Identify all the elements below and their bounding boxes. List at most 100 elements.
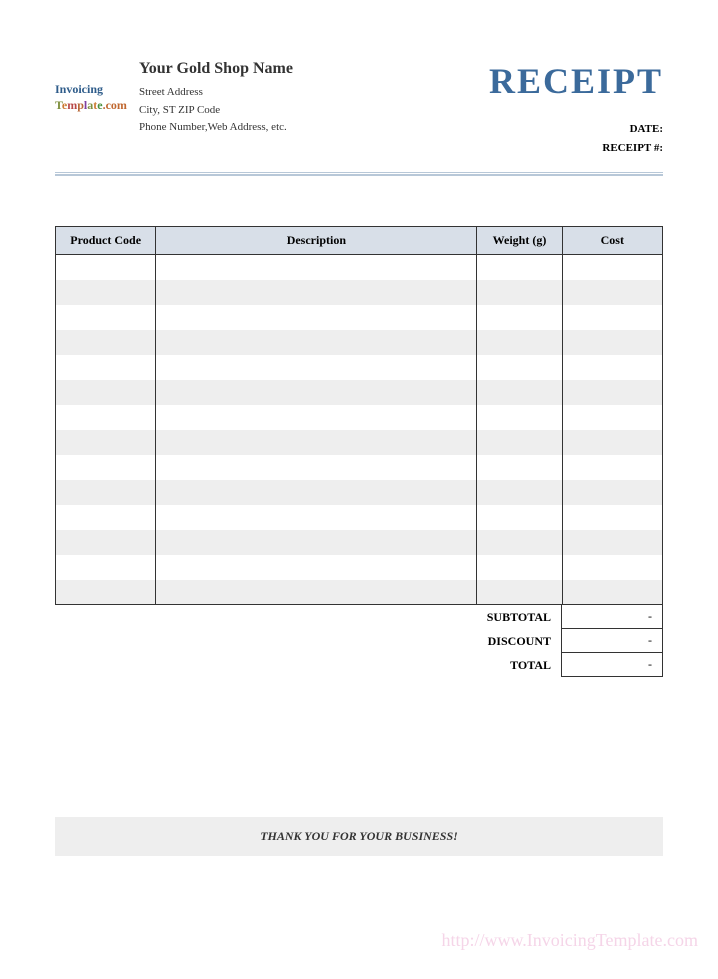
table-cell xyxy=(562,405,662,430)
header-divider xyxy=(55,172,663,176)
table-row xyxy=(56,255,663,280)
header-right: RECEIPT DATE: RECEIPT #: xyxy=(489,60,663,157)
table-cell xyxy=(156,405,477,430)
table-row xyxy=(56,305,663,330)
discount-label: DISCOUNT xyxy=(488,630,561,653)
table-cell xyxy=(56,555,156,580)
discount-row: DISCOUNT - xyxy=(55,629,663,653)
table-row xyxy=(56,430,663,455)
table-cell xyxy=(56,505,156,530)
receipt-header: Invoicing Template.com Your Gold Shop Na… xyxy=(55,60,663,157)
table-cell xyxy=(56,530,156,555)
meta-labels: DATE: RECEIPT #: xyxy=(489,120,663,157)
table-cell xyxy=(156,280,477,305)
table-cell xyxy=(477,380,562,405)
table-row xyxy=(56,405,663,430)
table-cell xyxy=(156,480,477,505)
table-cell xyxy=(477,305,562,330)
table-cell xyxy=(156,580,477,605)
table-cell xyxy=(477,330,562,355)
table-cell xyxy=(477,255,562,280)
items-table: Product Code Description Weight (g) Cost xyxy=(55,226,663,605)
totals-block: SUBTOTAL - DISCOUNT - TOTAL - xyxy=(55,605,663,677)
table-cell xyxy=(562,430,662,455)
table-cell xyxy=(562,330,662,355)
table-row xyxy=(56,580,663,605)
shop-address-1: Street Address xyxy=(139,84,489,102)
thank-you-footer: THANK YOU FOR YOUR BUSINESS! xyxy=(55,817,663,856)
table-cell xyxy=(56,280,156,305)
table-cell xyxy=(156,455,477,480)
receipt-title: RECEIPT xyxy=(489,60,663,102)
table-row xyxy=(56,555,663,580)
table-cell xyxy=(477,530,562,555)
table-cell xyxy=(477,505,562,530)
col-header-cost: Cost xyxy=(562,227,662,255)
table-row xyxy=(56,380,663,405)
table-cell xyxy=(562,555,662,580)
table-row xyxy=(56,505,663,530)
table-cell xyxy=(156,555,477,580)
total-value: - xyxy=(561,653,663,677)
table-cell xyxy=(562,380,662,405)
table-cell xyxy=(56,355,156,380)
table-cell xyxy=(56,430,156,455)
subtotal-label: SUBTOTAL xyxy=(487,606,561,629)
table-cell xyxy=(562,305,662,330)
total-label: TOTAL xyxy=(510,654,561,677)
shop-name: Your Gold Shop Name xyxy=(139,60,489,78)
table-cell xyxy=(477,405,562,430)
table-cell xyxy=(562,455,662,480)
table-cell xyxy=(477,580,562,605)
table-cell xyxy=(562,480,662,505)
table-cell xyxy=(156,530,477,555)
table-cell xyxy=(156,380,477,405)
subtotal-row: SUBTOTAL - xyxy=(55,605,663,629)
shop-address-3: Phone Number,Web Address, etc. xyxy=(139,119,489,137)
watermark: http://www.InvoicingTemplate.com xyxy=(441,930,698,951)
shop-address-2: City, ST ZIP Code xyxy=(139,102,489,120)
total-row: TOTAL - xyxy=(55,653,663,677)
table-cell xyxy=(56,580,156,605)
table-cell xyxy=(477,355,562,380)
logo-line1: Invoicing xyxy=(55,82,135,98)
table-cell xyxy=(56,255,156,280)
table-cell xyxy=(56,480,156,505)
table-row xyxy=(56,280,663,305)
table-row xyxy=(56,480,663,505)
table-cell xyxy=(56,330,156,355)
table-cell xyxy=(562,355,662,380)
table-cell xyxy=(156,330,477,355)
table-cell xyxy=(562,255,662,280)
logo-line2: Template.com xyxy=(55,98,135,114)
table-cell xyxy=(56,380,156,405)
logo: Invoicing Template.com xyxy=(55,60,135,113)
col-header-code: Product Code xyxy=(56,227,156,255)
table-cell xyxy=(477,455,562,480)
table-cell xyxy=(562,280,662,305)
table-cell xyxy=(156,505,477,530)
table-row xyxy=(56,455,663,480)
table-header-row: Product Code Description Weight (g) Cost xyxy=(56,227,663,255)
table-cell xyxy=(156,355,477,380)
col-header-description: Description xyxy=(156,227,477,255)
table-cell xyxy=(56,405,156,430)
table-row xyxy=(56,355,663,380)
table-cell xyxy=(562,505,662,530)
table-cell xyxy=(477,555,562,580)
table-cell xyxy=(562,580,662,605)
date-label: DATE: xyxy=(489,120,663,139)
table-row xyxy=(56,530,663,555)
col-header-weight: Weight (g) xyxy=(477,227,562,255)
table-cell xyxy=(477,280,562,305)
receipt-number-label: RECEIPT #: xyxy=(489,139,663,158)
table-cell xyxy=(562,530,662,555)
table-cell xyxy=(156,430,477,455)
table-cell xyxy=(477,480,562,505)
shop-info: Your Gold Shop Name Street Address City,… xyxy=(135,60,489,137)
discount-value: - xyxy=(561,629,663,653)
table-cell xyxy=(156,255,477,280)
table-cell xyxy=(56,305,156,330)
table-cell xyxy=(56,455,156,480)
table-cell xyxy=(477,430,562,455)
